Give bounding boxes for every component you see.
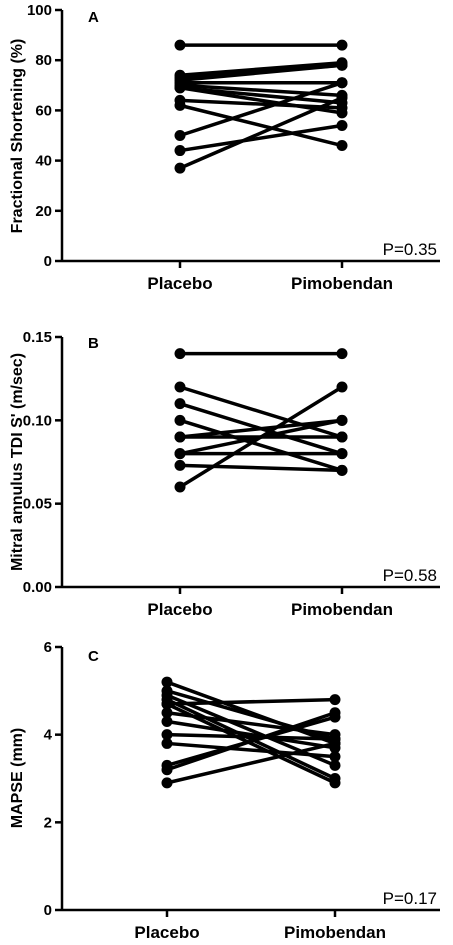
pair-line xyxy=(166,732,336,741)
pair-line xyxy=(166,741,336,759)
pimobendan-point xyxy=(336,431,348,443)
panel-b: 0.00 0.05 0.10 0.15 Placebo Pimobendan Mitral … xyxy=(9,329,440,619)
pimobendan-point xyxy=(336,348,348,360)
pimobendan-point xyxy=(336,381,348,393)
pair-line xyxy=(179,385,343,489)
placebo-point xyxy=(161,764,173,776)
pimobendan-point xyxy=(336,119,348,131)
placebo-point xyxy=(174,398,186,410)
pair-line xyxy=(179,103,343,148)
pimobendan-point xyxy=(329,694,341,706)
placebo-point xyxy=(161,716,173,728)
x-category-label: Placebo xyxy=(147,274,212,293)
placebo-point xyxy=(174,381,186,393)
placebo-point xyxy=(161,707,173,719)
pimobendan-point xyxy=(336,59,348,71)
pair-line xyxy=(179,98,343,110)
placebo-point xyxy=(174,82,186,94)
pair-line xyxy=(166,741,336,785)
y-tick-label: 4 xyxy=(44,727,53,744)
placebo-point xyxy=(174,459,186,471)
pair-line xyxy=(179,63,343,83)
y-tick-label: 60 xyxy=(35,102,52,119)
placebo-point xyxy=(174,414,186,426)
placebo-point xyxy=(161,676,173,688)
y-tick-label: 0 xyxy=(44,253,52,270)
panel-letter: A xyxy=(88,9,99,26)
panel-a: 0 20 40 60 80 100 Placebo Pimobendan Fractional … xyxy=(9,2,440,293)
pair-line xyxy=(166,711,336,772)
x-category-label: Pimobendan xyxy=(284,923,386,942)
placebo-point xyxy=(174,145,186,157)
pair-line xyxy=(179,418,343,473)
panel-letter: C xyxy=(88,648,99,665)
pimobendan-point xyxy=(336,464,348,476)
p-value-label: P=0.35 xyxy=(383,240,437,259)
pair-line xyxy=(179,418,343,439)
pimobendan-point xyxy=(329,751,341,763)
y-tick-label: 0.15 xyxy=(23,329,52,346)
y-tick-label: 100 xyxy=(27,2,52,19)
pimobendan-point xyxy=(329,737,341,749)
panel-c: 0 2 4 6 Placebo Pimobendan MAPSE (mm) C P=0.17 xyxy=(9,639,440,942)
pimobendan-point xyxy=(336,102,348,114)
pimobendan-point xyxy=(336,92,348,104)
placebo-point xyxy=(161,777,173,789)
pimobendan-point xyxy=(336,414,348,426)
pair-line xyxy=(166,697,336,706)
pimobendan-point xyxy=(329,759,341,771)
pimobendan-point xyxy=(329,777,341,789)
y-tick-label: 40 xyxy=(35,153,52,170)
p-value-label: P=0.58 xyxy=(383,566,437,585)
y-tick-label: 0 xyxy=(44,902,52,919)
placebo-point xyxy=(174,162,186,174)
placebo-point xyxy=(161,698,173,710)
y-tick-label: 80 xyxy=(35,52,52,69)
y-axis-title: Mitral annulus TDI S' (m/sec) xyxy=(9,353,26,571)
pair-line xyxy=(179,123,343,153)
pair-line xyxy=(166,719,336,750)
x-category-label: Pimobendan xyxy=(291,274,393,293)
pimobendan-point xyxy=(336,39,348,51)
placebo-point xyxy=(174,481,186,493)
placebo-point xyxy=(161,737,173,749)
y-axis-title: Fractional Shortening (%) xyxy=(9,39,26,234)
placebo-point xyxy=(174,130,186,141)
y-tick-label: 2 xyxy=(44,814,52,831)
x-category-label: Placebo xyxy=(134,923,199,942)
pimobendan-point xyxy=(329,707,341,719)
x-category-label: Pimobendan xyxy=(291,600,393,619)
pimobendan-point xyxy=(336,77,348,89)
x-category-label: Placebo xyxy=(147,600,212,619)
placebo-point xyxy=(174,431,186,443)
placebo-point xyxy=(174,348,186,360)
pair-line xyxy=(179,385,343,439)
pair-line xyxy=(179,81,343,138)
y-tick-label: 0.05 xyxy=(23,496,52,513)
y-tick-label: 6 xyxy=(44,639,52,656)
placebo-point xyxy=(174,99,186,111)
pimobendan-point xyxy=(336,140,348,152)
pair-line xyxy=(179,463,343,473)
pair-line xyxy=(179,60,343,78)
placebo-point xyxy=(174,39,186,51)
y-tick-label: 20 xyxy=(35,203,52,220)
placebo-point xyxy=(174,448,186,460)
y-tick-label: 0.10 xyxy=(23,412,52,429)
pimobendan-point xyxy=(336,448,348,460)
placebo-point xyxy=(161,729,173,741)
pair-line xyxy=(166,680,336,746)
pair-line xyxy=(179,83,343,98)
pair-line xyxy=(166,698,336,781)
y-axis-title: MAPSE (mm) xyxy=(9,728,26,828)
pair-line xyxy=(179,96,343,170)
y-tick-label: 0.00 xyxy=(23,579,52,596)
p-value-label: P=0.17 xyxy=(383,889,437,908)
panel-letter: B xyxy=(88,335,99,352)
pair-line xyxy=(166,711,336,737)
